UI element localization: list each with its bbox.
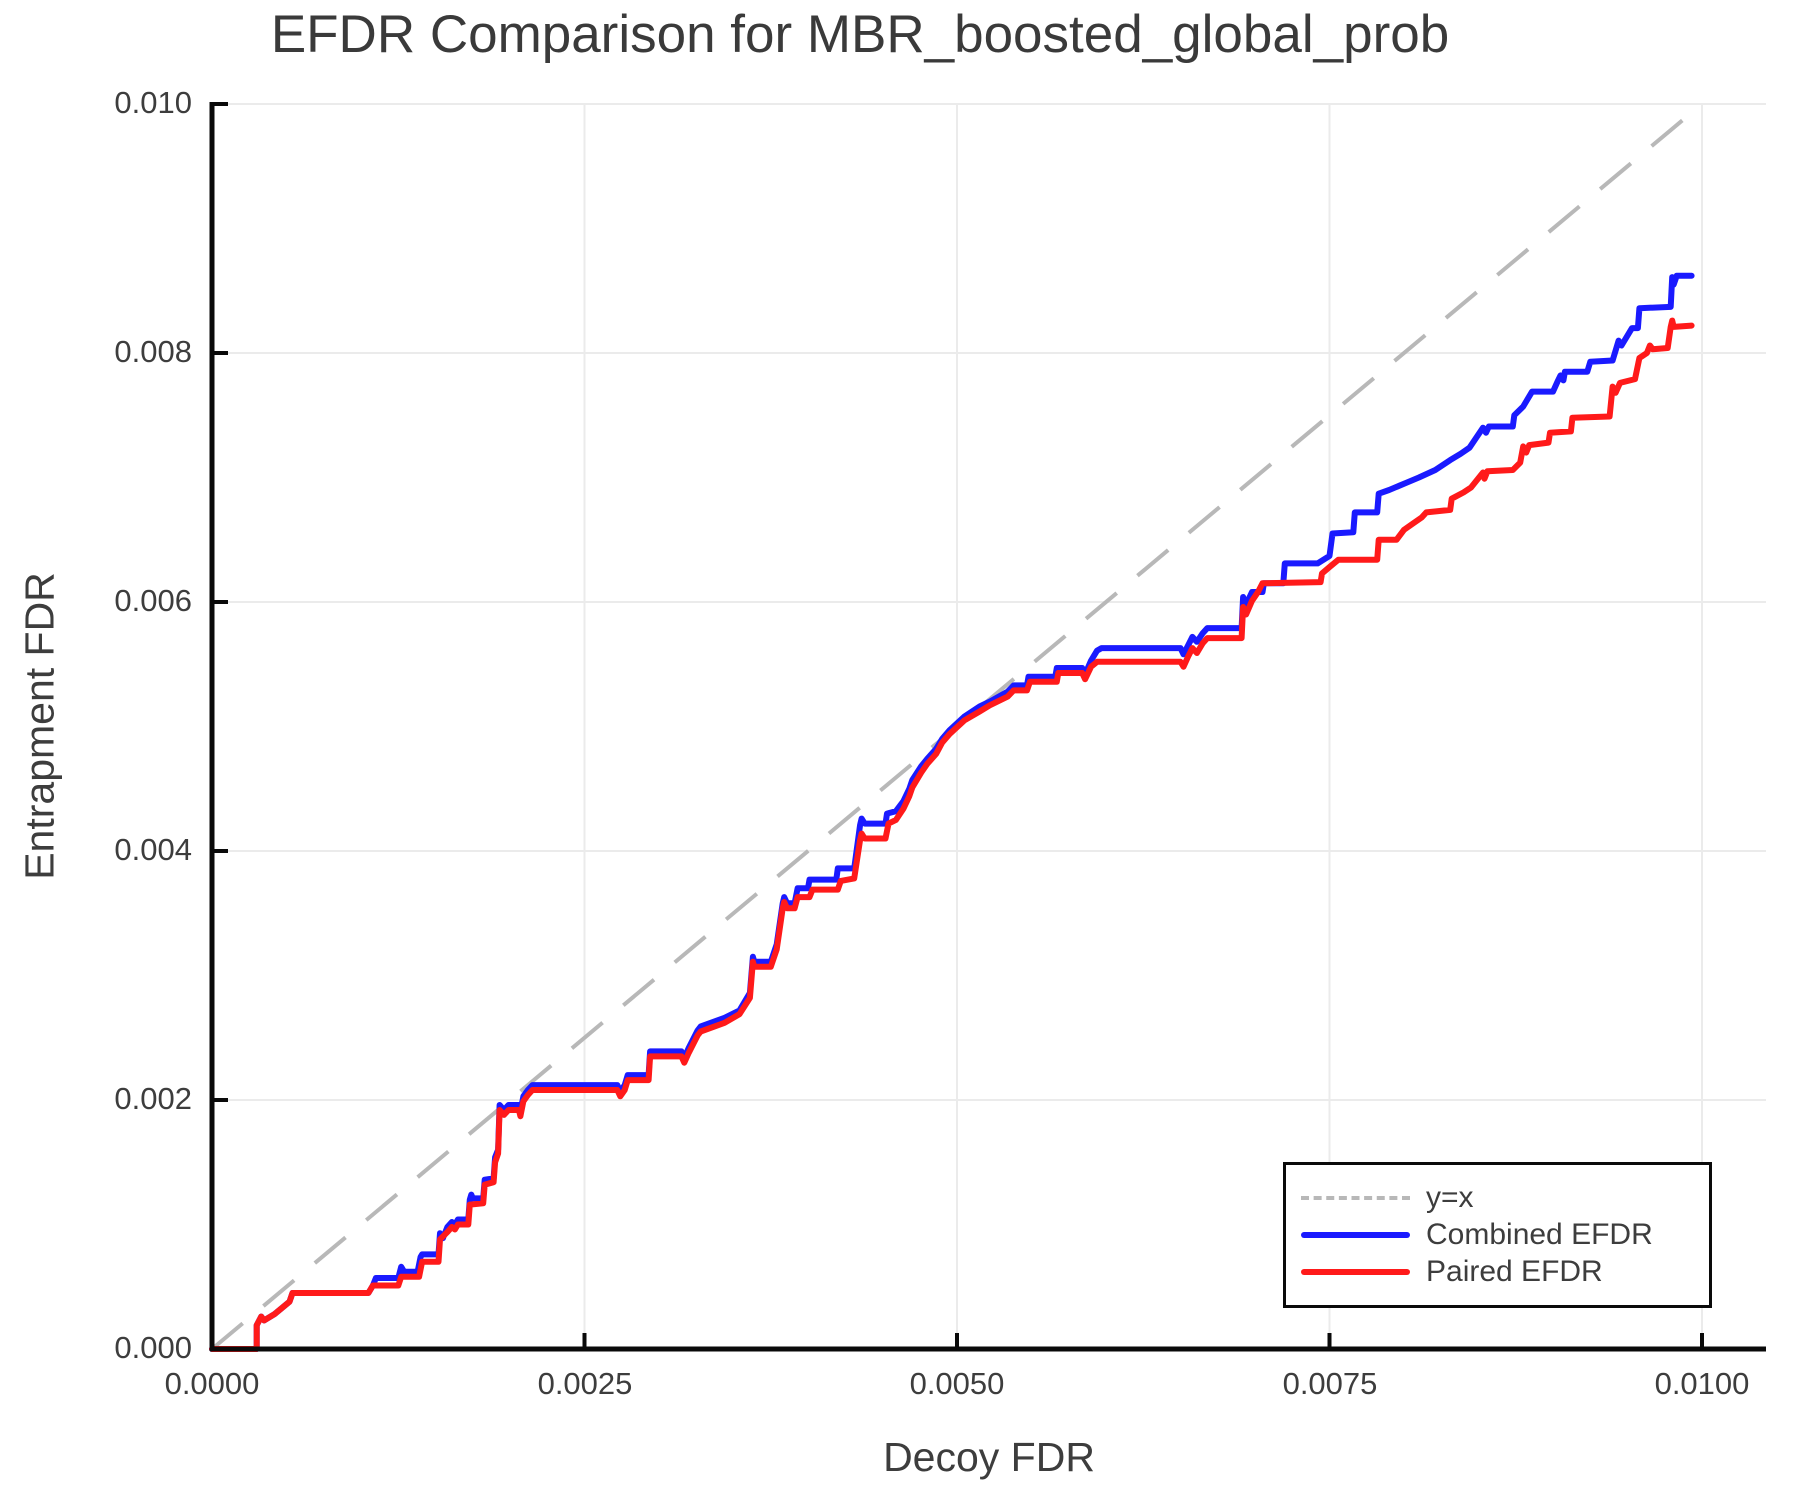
x-tick-label-4: 0.0100 — [1654, 1366, 1750, 1401]
y-tick-label-2: 0.004 — [114, 832, 192, 867]
x-tick-label-2: 0.0050 — [909, 1366, 1005, 1401]
data-series-lines — [209, 272, 1695, 1352]
x-axis-label: Decoy FDR — [883, 1434, 1095, 1480]
x-tick-label-0: 0.0000 — [164, 1366, 260, 1401]
y-tick-label-5: 0.010 — [114, 85, 192, 120]
chart-title: EFDR Comparison for MBR_boosted_global_p… — [270, 5, 1450, 64]
axes-spines-and-ticks — [209, 102, 1766, 1352]
reference-line-sample-icon — [1301, 1196, 1410, 1200]
y-tick-label-4: 0.008 — [114, 334, 192, 369]
legend-entry-paired: Paired EFDR — [1286, 1254, 1709, 1291]
y-tick-label-1: 0.002 — [114, 1081, 192, 1116]
x-tick-label-3: 0.0075 — [1282, 1366, 1378, 1401]
y-tick-label-0: 0.000 — [114, 1330, 192, 1365]
legend-label-combined: Combined EFDR — [1426, 1218, 1653, 1251]
combined-line-sample-icon — [1301, 1232, 1410, 1238]
x-tick-label-1: 0.0025 — [537, 1366, 633, 1401]
legend: y=x Combined EFDR Paired EFDR — [1283, 1162, 1712, 1308]
legend-entry-combined: Combined EFDR — [1286, 1217, 1709, 1254]
legend-label-reference: y=x — [1426, 1181, 1474, 1214]
legend-entry-reference: y=x — [1286, 1180, 1709, 1217]
paired-line-sample-icon — [1301, 1269, 1410, 1275]
y-tick-label-3: 0.006 — [114, 583, 192, 618]
legend-label-paired: Paired EFDR — [1426, 1255, 1603, 1288]
